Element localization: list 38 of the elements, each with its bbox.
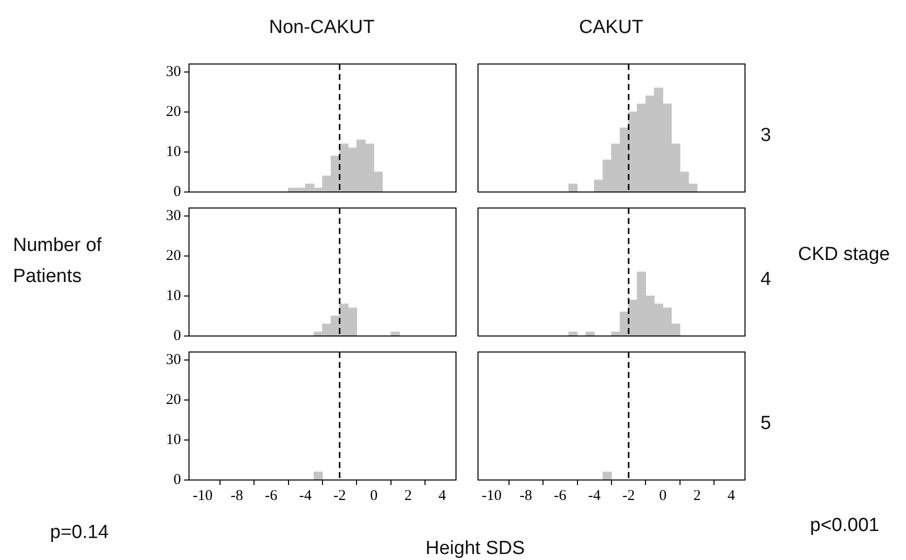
- x-tick-label: 4: [438, 488, 447, 504]
- y-tick-label: 0: [174, 472, 181, 488]
- x-tick-label: -8: [520, 488, 532, 504]
- x-tick-label: -6: [264, 488, 278, 504]
- x-tick-label: -2: [333, 488, 346, 504]
- y-tick-label: 10: [166, 144, 181, 160]
- y-tick-label: 20: [166, 248, 181, 264]
- x-tick-label: -10: [482, 488, 502, 504]
- x-tick-label: -4: [299, 488, 312, 504]
- y-tick-label: 10: [166, 432, 181, 448]
- y-tick-label: 30: [166, 208, 181, 224]
- x-tick-label: -2: [622, 488, 635, 504]
- chart-title: Non-CAKUT: [269, 16, 375, 40]
- text: p=0.14: [50, 520, 109, 544]
- y-tick-label: 30: [166, 64, 181, 80]
- x-tick-label: 4: [728, 488, 736, 504]
- x-tick-label: -8: [230, 488, 244, 504]
- y-axis-title: Number of Patients: [13, 234, 103, 289]
- y-tick-label: 10: [166, 288, 181, 304]
- y-tick-label: 0: [174, 184, 181, 200]
- y-tick-label: 20: [166, 392, 181, 408]
- y-tick-label: 20: [166, 104, 181, 120]
- x-tick-label: -10: [192, 488, 213, 504]
- x-tick-label: 0: [659, 488, 667, 504]
- text: p<0.001: [810, 514, 880, 538]
- y-tick-label: 0: [174, 328, 181, 344]
- x-axis-title: Height SDS: [426, 536, 525, 560]
- text: 3: [760, 124, 772, 148]
- chart-title: CAKUT: [579, 16, 644, 40]
- y2-axis-title: CKD stage: [798, 242, 890, 266]
- y-tick-label: 30: [166, 352, 181, 368]
- text: 5: [760, 412, 772, 436]
- x-tick-label: 2: [404, 488, 412, 504]
- x-tick-label: 2: [693, 488, 701, 504]
- x-tick-label: -4: [588, 488, 602, 504]
- x-tick-label: 0: [370, 488, 378, 504]
- text: 4: [760, 268, 772, 292]
- x-tick-label: -6: [554, 488, 567, 504]
